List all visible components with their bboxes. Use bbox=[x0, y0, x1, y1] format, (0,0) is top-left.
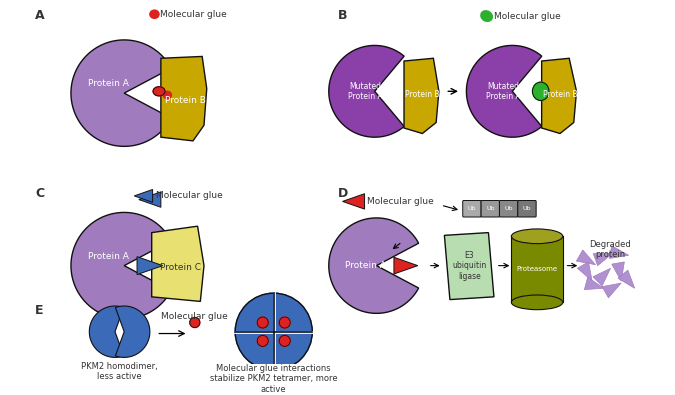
Polygon shape bbox=[585, 277, 603, 290]
Text: D: D bbox=[338, 187, 348, 200]
Polygon shape bbox=[541, 58, 576, 134]
Text: Molecular glue: Molecular glue bbox=[160, 10, 227, 19]
Polygon shape bbox=[115, 306, 150, 357]
FancyBboxPatch shape bbox=[463, 201, 481, 217]
Text: Molecular glue: Molecular glue bbox=[367, 197, 434, 206]
Circle shape bbox=[257, 317, 268, 328]
Text: Protein A: Protein A bbox=[88, 79, 129, 88]
Circle shape bbox=[257, 335, 268, 346]
Text: E: E bbox=[35, 304, 44, 317]
Polygon shape bbox=[593, 253, 613, 265]
Text: B: B bbox=[338, 9, 348, 22]
Polygon shape bbox=[152, 226, 204, 301]
Polygon shape bbox=[134, 190, 153, 202]
Polygon shape bbox=[576, 250, 595, 265]
Text: Molecular glue: Molecular glue bbox=[161, 312, 228, 321]
Text: Protein B: Protein B bbox=[405, 90, 439, 100]
Circle shape bbox=[279, 317, 290, 328]
Polygon shape bbox=[89, 306, 124, 357]
Text: A: A bbox=[35, 9, 45, 22]
Polygon shape bbox=[342, 194, 365, 209]
Text: Mutated
Protein A: Mutated Protein A bbox=[486, 82, 520, 101]
Polygon shape bbox=[610, 246, 628, 258]
FancyBboxPatch shape bbox=[518, 201, 536, 217]
Text: E3
ubiquitin
ligase: E3 ubiquitin ligase bbox=[452, 251, 486, 280]
Polygon shape bbox=[444, 233, 494, 299]
Text: Proteasome: Proteasome bbox=[516, 266, 558, 272]
Text: Molecular glue interactions
stabilize PKM2 tetramer, more
active: Molecular glue interactions stabilize PK… bbox=[210, 364, 338, 393]
Polygon shape bbox=[71, 40, 171, 147]
Polygon shape bbox=[329, 218, 418, 313]
Text: Ub: Ub bbox=[468, 206, 476, 211]
Ellipse shape bbox=[150, 10, 159, 18]
Polygon shape bbox=[618, 270, 634, 288]
Text: PKM2 homodimer,
less active: PKM2 homodimer, less active bbox=[81, 362, 158, 382]
Polygon shape bbox=[137, 257, 163, 275]
Text: Protein A: Protein A bbox=[88, 252, 129, 261]
Text: Mutated
Protein A: Mutated Protein A bbox=[348, 82, 383, 101]
Ellipse shape bbox=[512, 229, 563, 244]
Ellipse shape bbox=[512, 295, 563, 310]
Polygon shape bbox=[612, 262, 624, 281]
Text: C: C bbox=[35, 187, 45, 200]
Polygon shape bbox=[161, 56, 207, 141]
FancyBboxPatch shape bbox=[500, 201, 518, 217]
Polygon shape bbox=[466, 45, 542, 137]
Ellipse shape bbox=[153, 87, 165, 96]
Circle shape bbox=[235, 293, 313, 370]
Circle shape bbox=[279, 335, 290, 346]
Ellipse shape bbox=[481, 11, 492, 21]
Polygon shape bbox=[577, 262, 592, 281]
Text: Ub: Ub bbox=[486, 206, 495, 211]
Text: Degraded
protein: Degraded protein bbox=[589, 240, 631, 260]
Text: Ub: Ub bbox=[522, 206, 531, 211]
Text: Ub: Ub bbox=[504, 206, 513, 211]
Polygon shape bbox=[139, 192, 161, 207]
Text: Protein A: Protein A bbox=[345, 261, 386, 270]
Ellipse shape bbox=[163, 91, 171, 99]
Polygon shape bbox=[593, 268, 610, 286]
Text: Protein C: Protein C bbox=[160, 263, 200, 272]
Text: Molecular glue: Molecular glue bbox=[494, 11, 561, 21]
Polygon shape bbox=[394, 257, 418, 274]
Text: Protein B: Protein B bbox=[543, 90, 577, 100]
FancyBboxPatch shape bbox=[481, 201, 500, 217]
Polygon shape bbox=[404, 58, 439, 134]
Polygon shape bbox=[602, 283, 621, 298]
Text: Protein B: Protein B bbox=[165, 96, 206, 105]
FancyBboxPatch shape bbox=[512, 236, 563, 302]
Ellipse shape bbox=[533, 82, 549, 100]
Circle shape bbox=[190, 318, 200, 327]
Polygon shape bbox=[329, 45, 404, 137]
Polygon shape bbox=[71, 213, 171, 319]
Text: Molecular glue: Molecular glue bbox=[157, 192, 223, 200]
